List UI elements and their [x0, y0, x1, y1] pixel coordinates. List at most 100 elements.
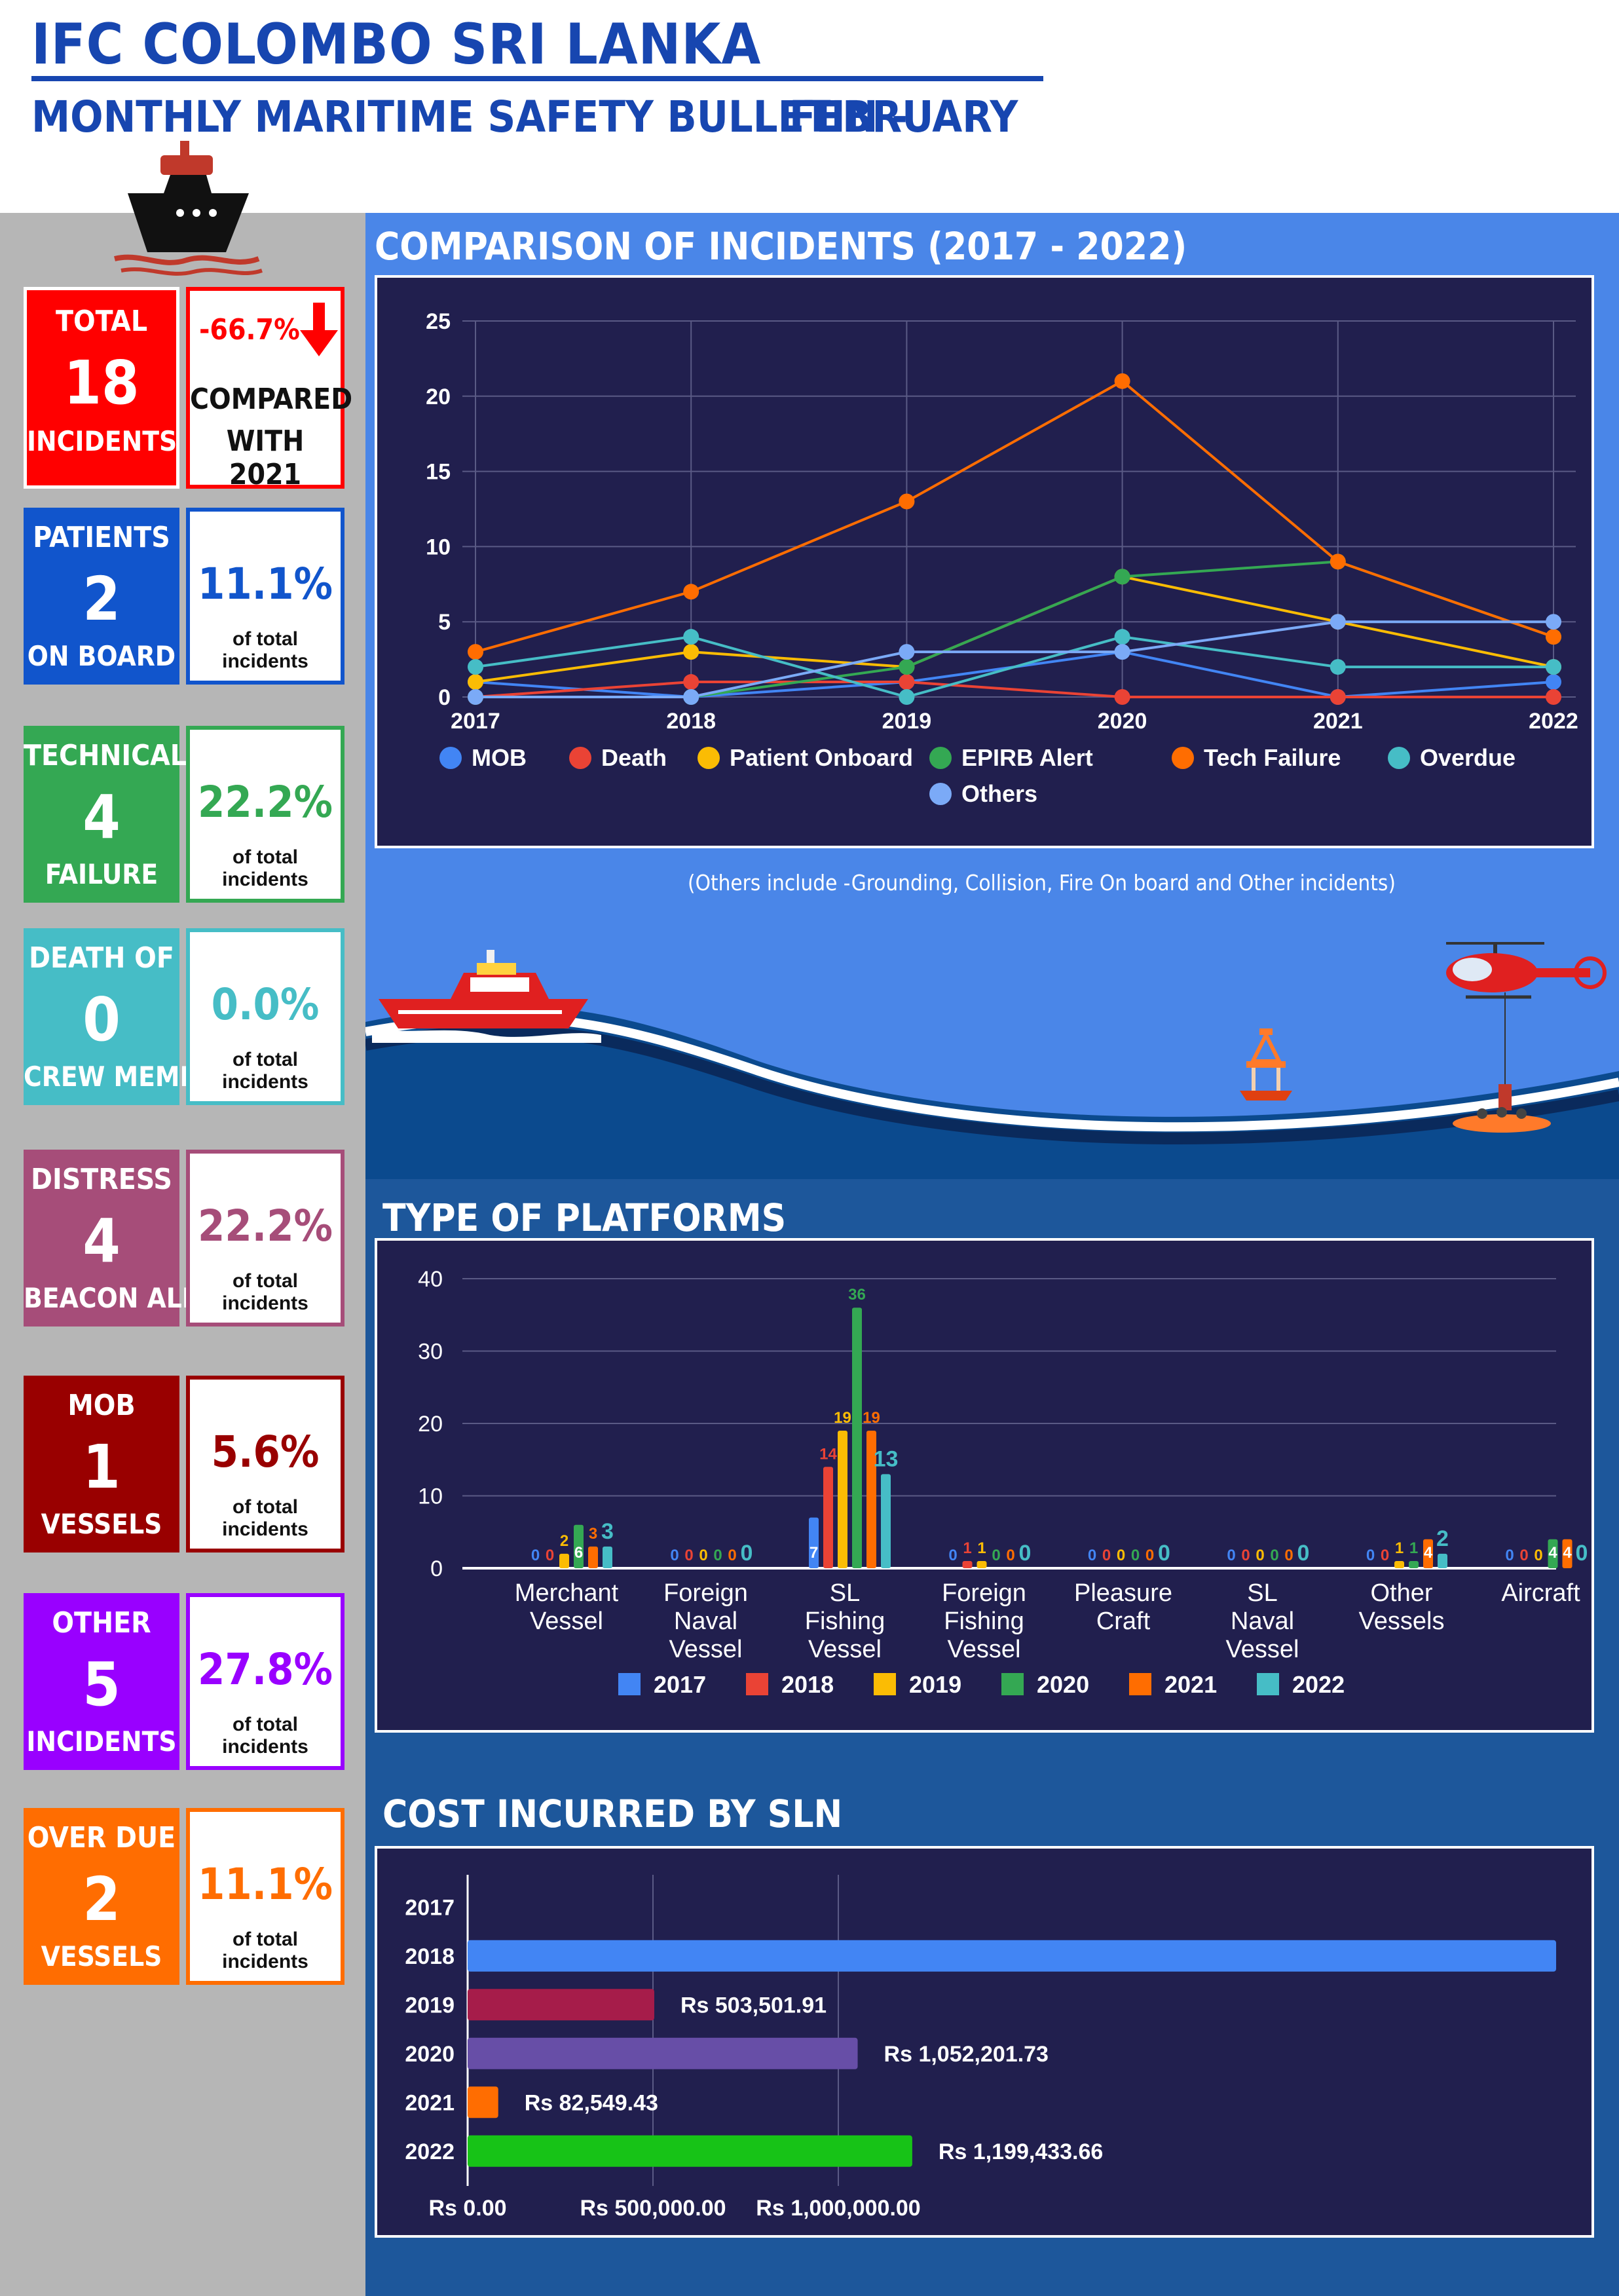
stat-label-bottom: FAILURE: [45, 858, 158, 890]
series-line-tech-failure: [475, 379, 1554, 654]
compare-line-2: WITH 2021: [226, 424, 305, 491]
category-label: Pleasure: [1074, 1579, 1172, 1607]
data-point: [683, 674, 699, 690]
stat-percent: 22.2%: [198, 777, 333, 827]
data-label: 0: [1297, 1541, 1310, 1566]
y-tick-label: 40: [418, 1267, 443, 1292]
bar: [468, 1940, 1556, 1972]
legend-swatch: [746, 1673, 768, 1695]
bar: [977, 1560, 987, 1568]
category-label: Fishing: [944, 1608, 1024, 1635]
data-label: 0: [1284, 1547, 1293, 1564]
data-label: 0: [531, 1547, 540, 1564]
stat-card-0: PATIENTS 2 ON BOARD: [24, 508, 179, 685]
data-label: 14: [819, 1445, 837, 1463]
data-label: 3: [601, 1519, 614, 1544]
data-label: 0: [1102, 1547, 1111, 1564]
data-label: Rs 82,549.43: [525, 2090, 658, 2115]
bar: [1548, 1539, 1558, 1568]
data-point: [899, 493, 915, 510]
data-label: 1: [963, 1539, 971, 1557]
bar: [468, 2086, 498, 2118]
data-label: 0: [713, 1547, 722, 1564]
data-point: [899, 659, 915, 675]
stat-percent-card-3: 22.2% of total incidents: [186, 1150, 344, 1327]
stat-value: 4: [83, 782, 121, 852]
stat-card-5: OTHER 5 INCIDENTS: [24, 1593, 179, 1770]
x-tick-label: 2022: [1529, 709, 1578, 734]
legend-label: MOB: [472, 744, 527, 771]
data-label: 6: [574, 1544, 583, 1562]
stat-percent: 0.0%: [211, 979, 320, 1030]
stat-card-4: MOB 1 VESSELS: [24, 1376, 179, 1553]
data-label: 0: [1534, 1547, 1542, 1564]
x-tick-label: Rs 500,000.00: [580, 2196, 726, 2221]
data-point: [683, 689, 699, 705]
x-tick-label: 2019: [882, 709, 932, 734]
data-label: 0: [1576, 1541, 1588, 1566]
data-label: 1: [1395, 1539, 1404, 1557]
legend-swatch: [1129, 1673, 1151, 1695]
legend-swatch: [1172, 747, 1194, 769]
total-change-card: -66.7% COMPARED WITH 2021: [186, 287, 352, 491]
incidents-line-chart: 0 5 10 15 20 25 2017 2018 2019 2020 2021 2022 MOB Dea…: [426, 309, 1578, 807]
legend-swatch: [1001, 1673, 1024, 1695]
legend-label: 2019: [909, 1671, 961, 1698]
stat-percent-card-0: 11.1% of total incidents: [186, 508, 344, 685]
x-tick-label: 2021: [1313, 709, 1363, 734]
bar: [1409, 1560, 1419, 1568]
data-label: Rs 503,501.91: [680, 1993, 827, 2018]
y-tick-label: 15: [426, 460, 451, 485]
bar: [559, 1553, 569, 1568]
y-tick-label: 10: [418, 1484, 443, 1509]
legend-label: 2022: [1292, 1671, 1345, 1698]
bar: [962, 1560, 973, 1568]
stat-card-1: TECHNICAL 4 FAILURE: [24, 726, 187, 903]
data-label: 0: [1505, 1547, 1514, 1564]
legend-swatch: [439, 747, 462, 769]
data-label: 4: [1563, 1544, 1572, 1562]
legend-swatch: [1257, 1673, 1279, 1695]
data-label: 0: [1366, 1547, 1375, 1564]
comparison-title: COMPARISON OF INCIDENTS (2017 - 2022): [375, 224, 1187, 269]
bar: [838, 1431, 847, 1568]
data-point: [1114, 373, 1130, 389]
data-label: 1: [977, 1539, 986, 1557]
stat-label-bottom: INCIDENTS: [26, 1725, 177, 1758]
stat-caption: of total incidents: [222, 628, 308, 672]
legend-swatch: [929, 783, 952, 805]
stat-percent-card-5: 27.8% of total incidents: [186, 1593, 344, 1770]
bar: [1438, 1553, 1447, 1568]
category-label: Naval: [674, 1608, 737, 1635]
data-label: 0: [1088, 1547, 1096, 1564]
data-point: [1546, 674, 1561, 690]
ship-icon: [114, 141, 263, 276]
data-label: 4: [1548, 1544, 1557, 1562]
stat-percent: 11.1%: [198, 1859, 333, 1910]
bar: [1562, 1539, 1572, 1568]
series-line-others: [475, 620, 1554, 698]
stat-percent-card-2: 0.0% of total incidents: [186, 928, 344, 1105]
stat-caption: of total incidents: [222, 1270, 308, 1314]
series-line-overdue: [475, 635, 1554, 699]
x-tick-label: Rs 1,000,000.00: [756, 2196, 920, 2221]
stat-label-top: DEATH OF: [29, 941, 174, 975]
series-line-epirb-alert: [475, 560, 1554, 698]
data-point: [899, 689, 915, 705]
stat-caption: of total incidents: [222, 1714, 308, 1758]
legend-label: 2020: [1037, 1671, 1089, 1698]
data-point: [468, 659, 483, 675]
stat-label-top: DISTRESS: [31, 1163, 172, 1196]
data-label: 2: [560, 1532, 568, 1550]
data-point: [1546, 689, 1561, 705]
change-percent: -66.7%: [199, 313, 300, 347]
platforms-title: TYPE OF PLATFORMS: [382, 1195, 787, 1240]
data-label: 19: [863, 1409, 880, 1427]
data-point: [683, 644, 699, 660]
data-label: 0: [1519, 1547, 1528, 1564]
cost-chart-panel: Rs 0.00 Rs 500,000.00 Rs 1,000,000.00 2017 2…: [375, 1846, 1594, 2238]
category-label: 2020: [405, 2042, 455, 2067]
data-point: [1330, 614, 1346, 630]
data-label: 0: [1131, 1547, 1140, 1564]
